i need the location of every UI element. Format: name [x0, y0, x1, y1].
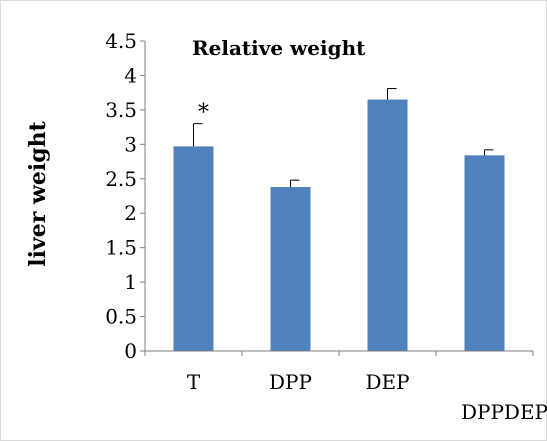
- x-tick-label: DPP: [269, 370, 312, 394]
- x-tick-label: DEP: [365, 370, 409, 394]
- y-axis-label: liver weight: [25, 120, 51, 266]
- x-tick-label: DPPDEP: [461, 400, 547, 424]
- y-tick-label: 0.5: [105, 305, 137, 329]
- y-tick-label: 2: [124, 201, 137, 225]
- x-tick-label: T: [187, 370, 201, 394]
- y-tick-label: 3: [124, 132, 137, 156]
- y-tick-label: 4: [124, 63, 137, 87]
- y-tick-label: 0: [124, 339, 137, 363]
- y-tick-label: 2.5: [105, 167, 137, 191]
- chart-title: Relative weight: [192, 36, 366, 60]
- bar: [270, 187, 311, 351]
- y-tick-label: 1: [124, 270, 137, 294]
- bar: [464, 155, 505, 351]
- significance-marker: *: [198, 101, 209, 126]
- bar: [367, 99, 408, 351]
- y-tick-label: 3.5: [105, 98, 137, 122]
- y-tick-label: 4.5: [105, 29, 137, 53]
- y-tick-label: 1.5: [105, 236, 137, 260]
- bar: [173, 146, 214, 351]
